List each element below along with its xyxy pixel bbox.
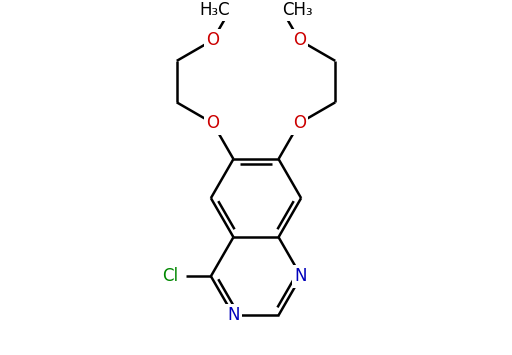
- Text: O: O: [293, 31, 306, 49]
- Text: Cl: Cl: [162, 267, 178, 285]
- Text: N: N: [295, 267, 307, 285]
- Text: H₃C: H₃C: [200, 1, 230, 18]
- Text: CH₃: CH₃: [282, 1, 312, 18]
- Text: O: O: [206, 31, 219, 49]
- Text: O: O: [293, 114, 306, 132]
- Text: O: O: [206, 114, 219, 132]
- Text: N: N: [227, 306, 240, 324]
